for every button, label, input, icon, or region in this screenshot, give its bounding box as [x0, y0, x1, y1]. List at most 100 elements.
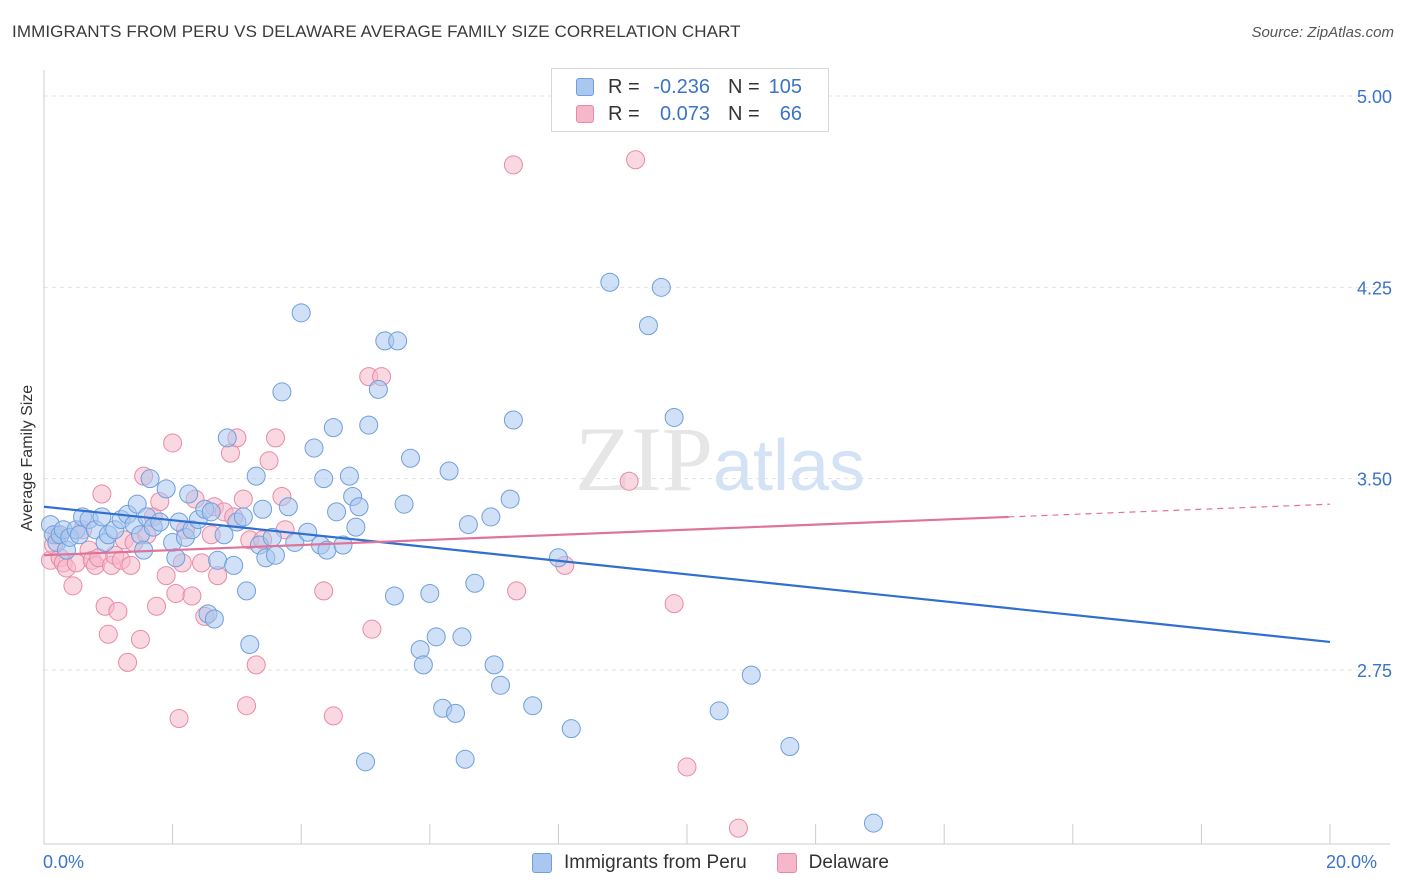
- delaware-point: [156, 566, 176, 586]
- delaware-legend-swatch: [776, 853, 797, 873]
- r-label: R =: [608, 75, 640, 98]
- delaware-point: [728, 818, 748, 838]
- peru-point: [201, 502, 221, 522]
- peru-point: [253, 499, 273, 519]
- chart-title: IMMIGRANTS FROM PERU VS DELAWARE AVERAGE…: [12, 22, 741, 41]
- r-value: -0.236: [653, 75, 710, 98]
- peru-point: [455, 749, 475, 769]
- peru-point: [217, 428, 237, 448]
- watermark: ZIPatlas: [575, 408, 865, 510]
- peru-point: [368, 379, 388, 399]
- peru-point: [410, 640, 430, 660]
- peru-point: [638, 316, 658, 336]
- peru-point: [346, 517, 366, 537]
- peru-point: [127, 494, 147, 514]
- delaware-point: [237, 696, 257, 716]
- peru-point: [452, 627, 472, 647]
- legend-row-delaware: R = 0.073 N = 66: [576, 102, 802, 126]
- peru-point: [327, 502, 347, 522]
- y-tick-labels: 5.00 4.25 3.50 2.75: [1357, 87, 1392, 681]
- r-value: 0.073: [659, 102, 710, 125]
- delaware-point: [507, 581, 527, 601]
- series-legend: Immigrants from Peru Delaware: [532, 852, 919, 874]
- delaware-point: [169, 708, 189, 728]
- peru-point: [491, 675, 511, 695]
- delaware-swatch: [576, 105, 594, 123]
- n-label: N =: [728, 75, 760, 98]
- delaware-point: [362, 619, 382, 639]
- delaware-legend-label: Delaware: [808, 852, 889, 873]
- delaware-point: [677, 757, 697, 777]
- watermark-atlas: atlas: [713, 426, 865, 506]
- n-label: N =: [728, 102, 760, 125]
- peru-point: [503, 410, 523, 430]
- peru-point: [664, 407, 684, 427]
- delaware-point: [664, 594, 684, 614]
- peru-trend-line: [43, 505, 1331, 644]
- peru-point: [548, 548, 568, 568]
- delaware-point: [121, 555, 141, 575]
- peru-point: [523, 696, 543, 716]
- peru-point: [500, 489, 520, 509]
- peru-point: [208, 550, 228, 570]
- delaware-point: [166, 583, 186, 603]
- peru-point: [224, 555, 244, 575]
- legend-item-delaware: Delaware: [776, 852, 889, 874]
- delaware-point: [130, 629, 150, 649]
- peru-swatch: [576, 78, 594, 96]
- peru-point: [439, 461, 459, 481]
- peru-point: [356, 752, 375, 772]
- watermark-zip: ZIP: [575, 408, 713, 510]
- delaware-point: [108, 601, 128, 621]
- peru-point: [780, 737, 800, 757]
- peru-point: [265, 545, 285, 565]
- y-tick-label: 5.00: [1357, 87, 1392, 107]
- peru-points: [40, 272, 883, 833]
- delaware-trend-extension: [1008, 503, 1331, 518]
- source-credit: Source: ZipAtlas.com: [1251, 24, 1394, 41]
- y-tick-label: 3.50: [1357, 470, 1392, 490]
- peru-point: [140, 469, 160, 489]
- peru-point: [741, 665, 761, 685]
- peru-point: [237, 581, 257, 601]
- peru-point: [863, 813, 883, 833]
- peru-point: [339, 466, 359, 486]
- peru-point: [446, 703, 466, 723]
- n-value: 105: [768, 75, 802, 98]
- delaware-point: [619, 471, 639, 491]
- peru-point: [481, 507, 501, 527]
- n-value: 66: [779, 102, 802, 125]
- peru-point: [426, 627, 446, 647]
- peru-point: [420, 583, 440, 603]
- peru-point: [204, 609, 224, 629]
- peru-point: [359, 415, 379, 435]
- legend-row-peru: R = -0.236 N = 105: [576, 75, 802, 99]
- y-axis-label: Average Family Size: [19, 384, 36, 532]
- peru-point: [150, 512, 170, 532]
- correlation-legend: R = -0.236 N = 105 R = 0.073 N = 66: [551, 68, 829, 132]
- delaware-point: [314, 581, 334, 601]
- peru-point: [298, 522, 318, 542]
- delaware-point: [63, 576, 83, 596]
- delaware-point: [233, 489, 253, 509]
- peru-point: [709, 701, 729, 721]
- peru-point: [291, 303, 311, 323]
- delaware-point: [163, 433, 183, 453]
- peru-point: [413, 655, 433, 675]
- peru-legend-label: Immigrants from Peru: [564, 852, 747, 873]
- delaware-point: [118, 652, 138, 672]
- delaware-point: [265, 428, 285, 448]
- peru-legend-swatch: [532, 853, 552, 873]
- peru-point: [465, 573, 485, 593]
- delaware-point: [92, 484, 112, 504]
- trend-lines: [43, 503, 1331, 644]
- peru-point: [166, 548, 186, 568]
- delaware-point: [98, 624, 118, 644]
- peru-point: [484, 655, 504, 675]
- peru-point: [651, 277, 671, 297]
- peru-point: [384, 586, 404, 606]
- peru-point: [233, 507, 253, 527]
- peru-point: [272, 382, 292, 402]
- peru-point: [179, 484, 199, 504]
- peru-point: [304, 438, 324, 458]
